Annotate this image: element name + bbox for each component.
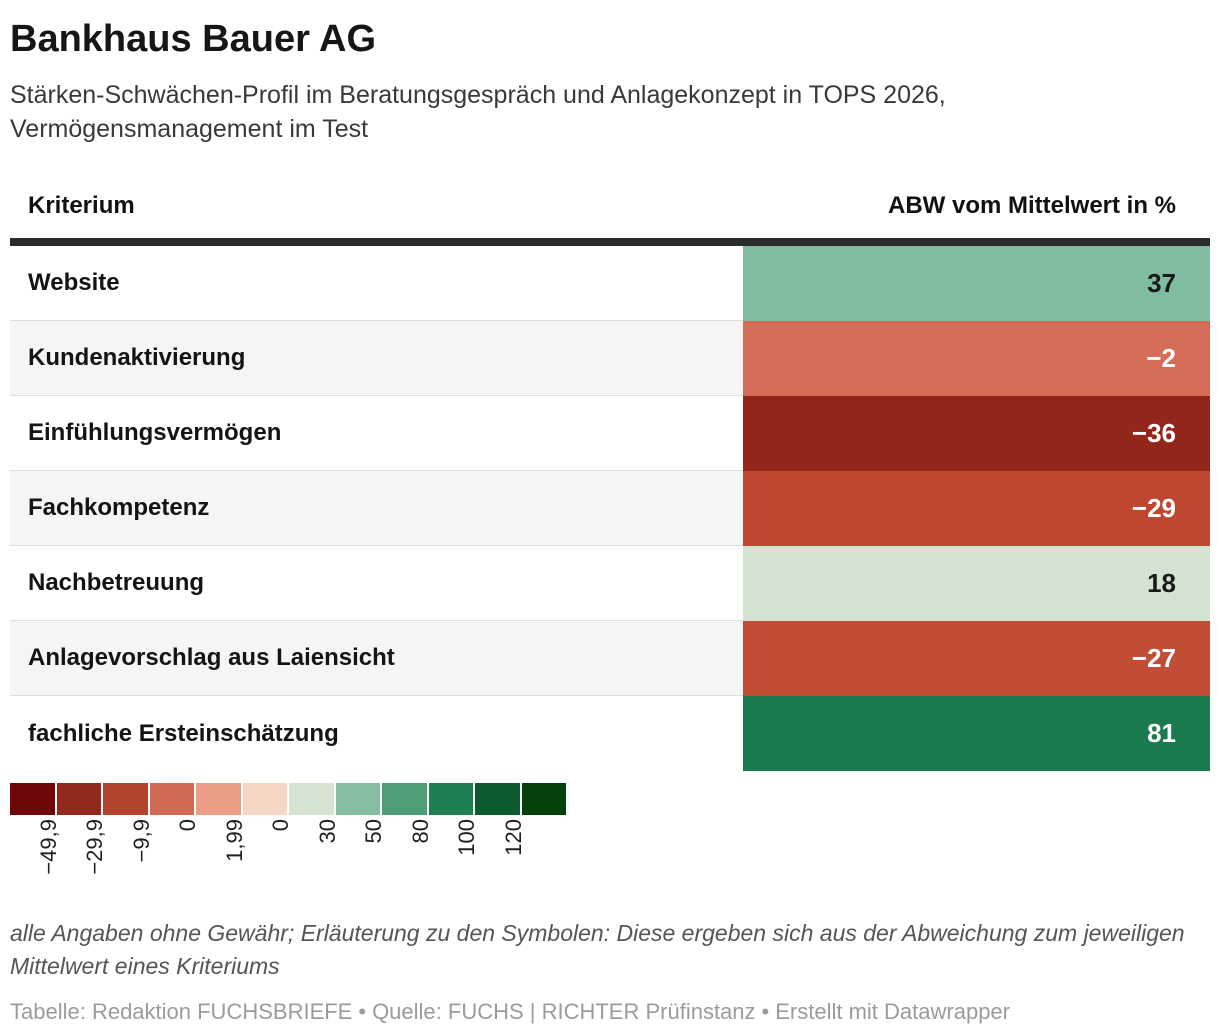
table-row: Fachkompetenz −29 — [10, 471, 1210, 546]
legend-tick-label: 1,99 — [221, 819, 247, 862]
column-header-kriterium: Kriterium — [28, 192, 135, 219]
heatmap-cell: −27 — [743, 621, 1210, 696]
legend-tick-label: 100 — [454, 819, 479, 856]
heatmap-cell: 18 — [743, 546, 1210, 621]
row-label: Anlagevorschlag aus Laiensicht — [10, 621, 743, 696]
subtitle-line-2: Vermögensmanagement im Test — [10, 115, 369, 143]
page-title: Bankhaus Bauer AG — [10, 18, 377, 60]
source-credit: Quelle: FUCHS | RICHTER Prüfinstanz — [372, 999, 756, 1024]
legend-tick-label: 80 — [407, 819, 433, 844]
legend-swatch — [10, 783, 55, 815]
legend-swatch — [335, 783, 380, 815]
table-row: Kundenaktivierung −2 — [10, 321, 1210, 396]
legend-swatch — [103, 783, 148, 815]
legend-tick-label: 50 — [361, 819, 386, 844]
row-label: Einfühlungsvermögen — [10, 396, 743, 471]
heatmap-cell: −2 — [743, 321, 1210, 396]
column-header-abw: ABW vom Mittelwert in % — [887, 192, 1176, 219]
legend-swatch — [242, 783, 287, 815]
credit-separator: • — [358, 999, 367, 1024]
color-legend: −49,9 −29,9 −9,9 0 1,99 0 30 50 80 100 120 — [10, 783, 566, 895]
heatmap-cell: 37 — [743, 246, 1210, 321]
footnote-line-2: Mittelwert eines Kriteriums — [10, 953, 280, 979]
footer-credits: Tabelle: Redaktion FUCHSBRIEFE • Quelle: F… — [10, 997, 1210, 1027]
row-label: fachliche Ersteinschätzung — [10, 696, 743, 771]
legend-tick-label: 0 — [175, 819, 200, 832]
table-row: fachliche Ersteinschätzung 81 — [10, 696, 1210, 771]
legend-swatch — [382, 783, 427, 815]
credit-separator: • — [761, 999, 770, 1024]
subtitle-line-1: Stärken-Schwächen-Profil im Beratungsges… — [10, 81, 946, 109]
heatmap-cell: −36 — [743, 396, 1210, 471]
legend-tick-label: −9,9 — [128, 819, 154, 863]
heatmap-table: Website 37 Kundenaktivierung −2 Einfühlu… — [10, 246, 1210, 771]
legend-swatch — [149, 783, 194, 815]
datawrapper-link[interactable]: Erstellt mit Datawrapper — [775, 999, 1010, 1024]
legend-swatch — [56, 783, 101, 815]
heatmap-cell: 81 — [743, 696, 1210, 771]
legend-tick-label: 120 — [500, 819, 526, 856]
heatmap-cell: −29 — [743, 471, 1210, 546]
legend-swatch — [289, 783, 334, 815]
row-label: Nachbetreuung — [10, 546, 743, 621]
legend-swatch — [475, 783, 520, 815]
legend-tick-label: 0 — [268, 819, 293, 832]
legend-swatch — [521, 783, 566, 815]
row-label: Website — [10, 246, 743, 321]
table-header: Kriterium ABW vom Mittelwert in % — [10, 192, 1210, 238]
legend-swatch — [196, 783, 241, 815]
footnote: alle Angaben ohne Gewähr; Erläuterung zu… — [10, 917, 1210, 983]
table-row: Einfühlungsvermögen −36 — [10, 396, 1210, 471]
chart-subtitle: Stärken-Schwächen-Profil im Beratungsges… — [10, 78, 1210, 146]
row-label: Fachkompetenz — [10, 471, 743, 546]
legend-swatch-strip — [10, 783, 566, 815]
table-row: Anlagevorschlag aus Laiensicht −27 — [10, 621, 1210, 696]
table-row: Nachbetreuung 18 — [10, 546, 1210, 621]
table-row: Website 37 — [10, 246, 1210, 321]
legend-tick-label: −29,9 — [82, 819, 107, 875]
legend-swatch — [428, 783, 473, 815]
legend-tick-label: −49,9 — [35, 819, 61, 875]
legend-labels: −49,9 −29,9 −9,9 0 1,99 0 30 50 80 100 120 — [10, 815, 566, 895]
table-credit: Tabelle: Redaktion FUCHSBRIEFE — [10, 999, 353, 1024]
row-label: Kundenaktivierung — [10, 321, 743, 396]
header-rule — [10, 238, 1210, 246]
legend-tick-label: 30 — [314, 819, 340, 844]
footnote-line-1: alle Angaben ohne Gewähr; Erläuterung zu… — [10, 920, 1185, 946]
